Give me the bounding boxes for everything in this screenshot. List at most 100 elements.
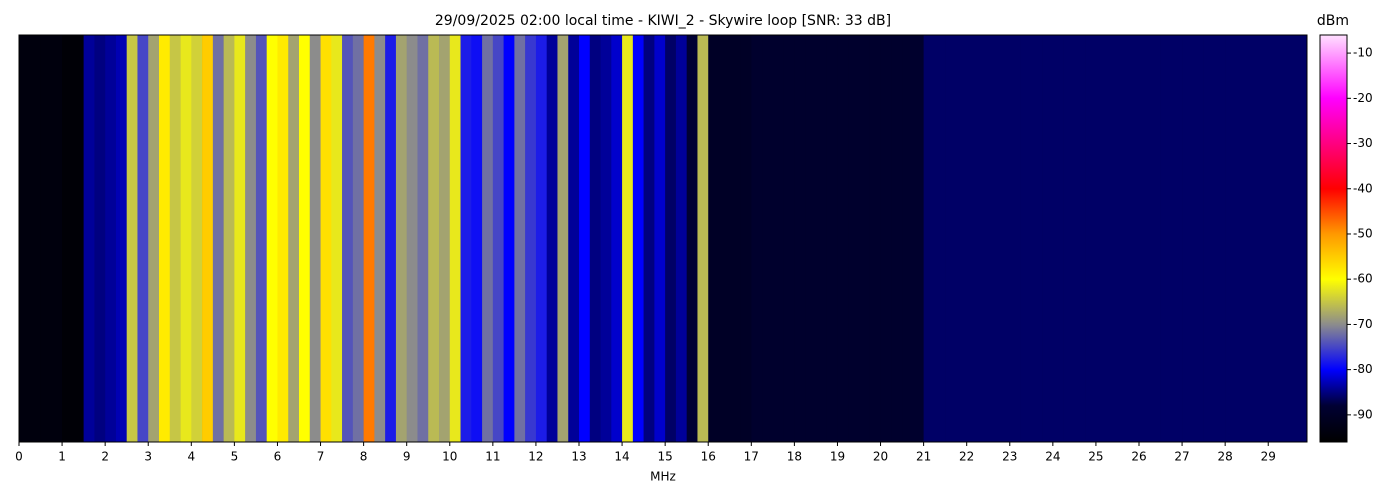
spectrum-band bbox=[826, 35, 838, 442]
spectrum-band bbox=[837, 35, 849, 442]
spectrum-band bbox=[794, 35, 806, 442]
spectrum-band bbox=[40, 35, 52, 442]
spectrum-band bbox=[449, 35, 461, 442]
spectrum-band bbox=[1085, 35, 1097, 442]
spectrum-band bbox=[83, 35, 95, 442]
x-tick-label: 2 bbox=[101, 450, 109, 464]
x-tick-label: 16 bbox=[701, 450, 716, 464]
spectrum-band bbox=[94, 35, 106, 442]
x-tick-label: 0 bbox=[15, 450, 23, 464]
spectrum-band bbox=[1052, 35, 1064, 442]
spectrum-band bbox=[385, 35, 397, 442]
spectrum-band bbox=[277, 35, 289, 442]
spectrum-band bbox=[266, 35, 278, 442]
x-tick-label: 6 bbox=[274, 450, 282, 464]
spectrum-band bbox=[148, 35, 160, 442]
spectrum-band bbox=[848, 35, 860, 442]
spectrum-band bbox=[29, 35, 41, 442]
spectrum-band bbox=[1203, 35, 1215, 442]
spectrum-band bbox=[729, 35, 741, 442]
spectrum-band bbox=[1235, 35, 1247, 442]
spectrum-band bbox=[460, 35, 472, 442]
spectrum-band bbox=[1031, 35, 1043, 442]
x-tick-label: 24 bbox=[1045, 450, 1060, 464]
x-tick-label: 28 bbox=[1218, 450, 1233, 464]
spectrum-band bbox=[51, 35, 63, 442]
spectrum-band bbox=[299, 35, 311, 442]
spectrum-band bbox=[966, 35, 978, 442]
spectrum-band bbox=[1117, 35, 1129, 442]
spectrum-band bbox=[1171, 35, 1183, 442]
spectrum-band bbox=[1009, 35, 1021, 442]
spectrum-band bbox=[632, 35, 644, 442]
spectrum-band bbox=[643, 35, 655, 442]
spectrum-band bbox=[223, 35, 235, 442]
x-tick-label: 23 bbox=[1002, 450, 1017, 464]
x-tick-label: 22 bbox=[959, 450, 974, 464]
x-tick-label: 18 bbox=[787, 450, 802, 464]
spectrum-band bbox=[912, 35, 924, 442]
spectrum-band bbox=[805, 35, 817, 442]
spectrum-band bbox=[1063, 35, 1075, 442]
spectrum-band bbox=[535, 35, 547, 442]
spectrum-band bbox=[622, 35, 634, 442]
spectrum-band bbox=[589, 35, 601, 442]
spectrum-band bbox=[902, 35, 914, 442]
colorbar-tick-label: -40 bbox=[1353, 181, 1373, 195]
spectrum-band bbox=[406, 35, 418, 442]
x-tick-label: 1 bbox=[58, 450, 66, 464]
spectrum-band bbox=[719, 35, 731, 442]
spectrum-band bbox=[869, 35, 881, 442]
spectrum-band bbox=[1095, 35, 1107, 442]
x-tick-label: 15 bbox=[658, 450, 673, 464]
spectrum-band bbox=[1020, 35, 1032, 442]
spectrum-band bbox=[471, 35, 483, 442]
spectrum-band bbox=[180, 35, 192, 442]
spectrum-band bbox=[19, 35, 31, 442]
spectrum-band bbox=[654, 35, 666, 442]
spectrum-band bbox=[503, 35, 515, 442]
spectrum-band bbox=[482, 35, 494, 442]
x-tick-label: 25 bbox=[1088, 450, 1103, 464]
spectrum-band bbox=[374, 35, 386, 442]
spectrum-band bbox=[1074, 35, 1086, 442]
spectrum-band bbox=[546, 35, 558, 442]
spectrum-band bbox=[783, 35, 795, 442]
spectrum-band bbox=[1128, 35, 1140, 442]
x-tick-label: 9 bbox=[403, 450, 411, 464]
x-tick-label: 21 bbox=[916, 450, 931, 464]
spectrum-band bbox=[255, 35, 267, 442]
spectrum-band bbox=[1214, 35, 1226, 442]
x-tick-label: 10 bbox=[442, 450, 457, 464]
spectrum-band bbox=[1246, 35, 1258, 442]
spectrum-band bbox=[1257, 35, 1269, 442]
spectrum-band bbox=[439, 35, 451, 442]
spectrum-band bbox=[675, 35, 687, 442]
spectrum-band bbox=[815, 35, 827, 442]
spectrum-band bbox=[1106, 35, 1118, 442]
spectrum-band bbox=[1139, 35, 1151, 442]
spectrum-band bbox=[891, 35, 903, 442]
spectrum-band bbox=[342, 35, 354, 442]
colorbar-label: dBm bbox=[1317, 13, 1349, 29]
spectrum-band bbox=[751, 35, 763, 442]
spectrum-band bbox=[1268, 35, 1280, 442]
colorbar-tick-label: -60 bbox=[1353, 272, 1373, 286]
spectrum-band bbox=[557, 35, 569, 442]
colorbar-tick-label: -50 bbox=[1353, 226, 1373, 240]
colorbar-tick-label: -30 bbox=[1353, 136, 1373, 150]
spectrum-band bbox=[331, 35, 343, 442]
spectrum-band bbox=[288, 35, 300, 442]
spectrum-band bbox=[105, 35, 117, 442]
spectrum-band bbox=[72, 35, 84, 442]
spectrum-band bbox=[1160, 35, 1172, 442]
spectrum-band bbox=[579, 35, 591, 442]
x-tick-label: 5 bbox=[231, 450, 239, 464]
spectrum-band bbox=[988, 35, 1000, 442]
x-tick-label: 17 bbox=[744, 450, 759, 464]
spectrum-band bbox=[955, 35, 967, 442]
spectrum-band bbox=[708, 35, 720, 442]
spectrum-band bbox=[945, 35, 957, 442]
spectrum-band bbox=[1149, 35, 1161, 442]
